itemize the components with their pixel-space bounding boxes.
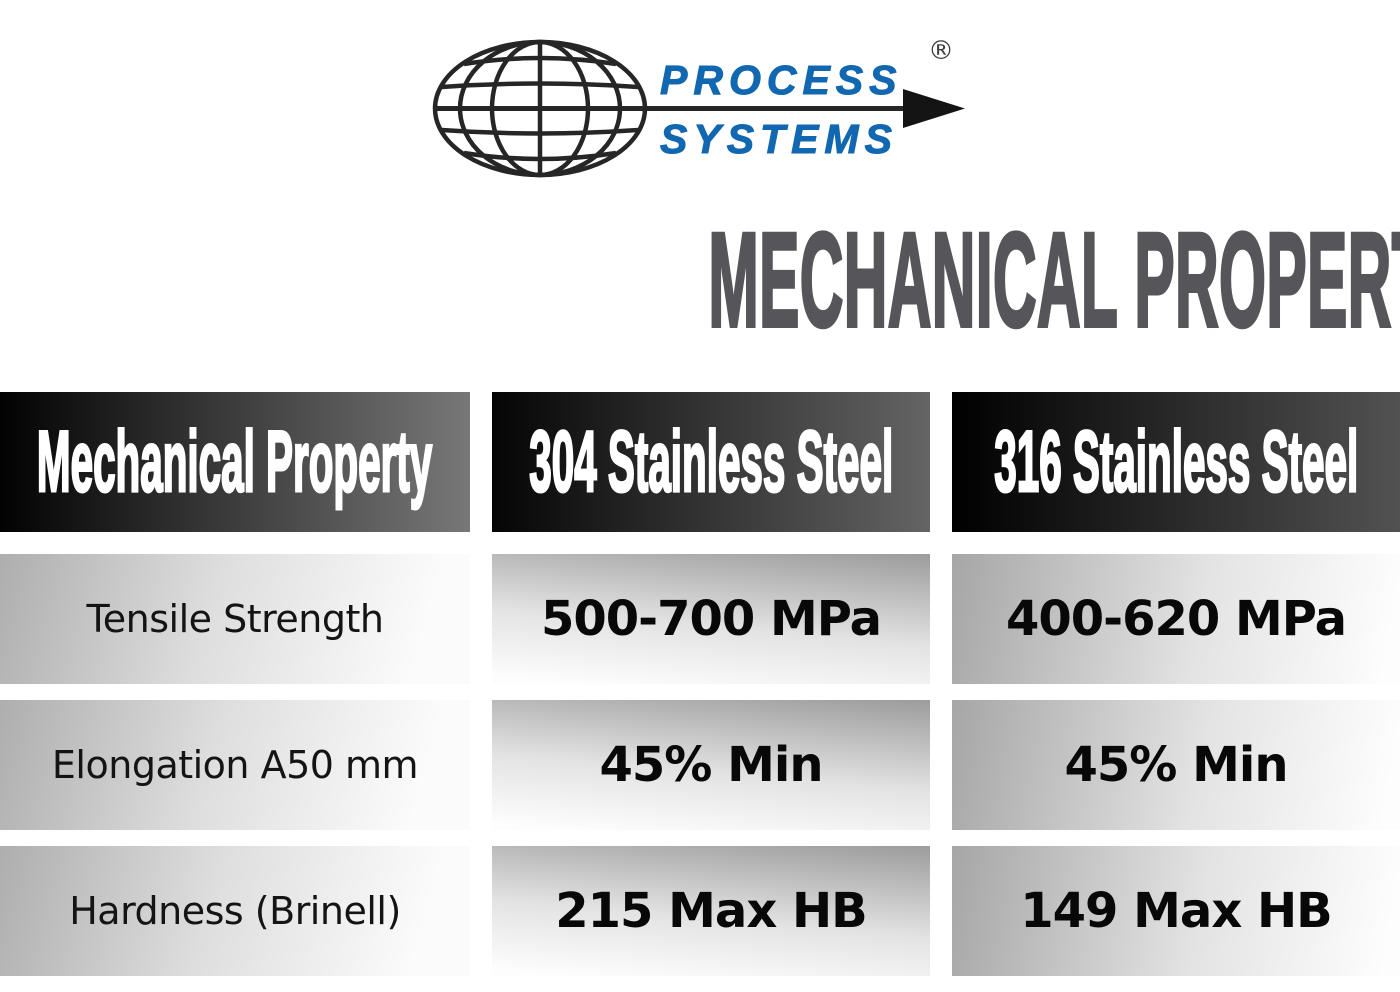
cell-property-name: Hardness (Brinell): [0, 846, 470, 976]
cell-304-value: 500-700 MPa: [492, 554, 930, 684]
property-label: Elongation A50 mm: [51, 743, 419, 787]
value-316: 149 Max HB: [1020, 883, 1332, 939]
cell-property-name: Elongation A50 mm: [0, 700, 470, 830]
header-cell-mechanical-property: Mechanical Property: [0, 392, 470, 532]
cell-316-value: 149 Max HB: [952, 846, 1400, 976]
cell-304-value: 45% Min: [492, 700, 930, 830]
brand-wordmark-systems: SYSTEMS: [660, 116, 898, 162]
brand-wordmark-process: PROCESS: [660, 57, 903, 103]
registered-trademark-symbol: ®: [928, 36, 954, 66]
property-label: Tensile Strength: [86, 597, 384, 641]
table-row-elongation: Elongation A50 mm 45% Min 45% Min: [0, 700, 1400, 830]
globe-arrow-icon: [432, 39, 965, 178]
table-row-hardness: Hardness (Brinell) 215 Max HB 149 Max HB: [0, 846, 1400, 976]
cell-316-value: 45% Min: [952, 700, 1400, 830]
cell-316-value: 400-620 MPa: [952, 554, 1400, 684]
header-cell-304-stainless-steel: 304 Stainless Steel: [492, 392, 930, 532]
property-label: Hardness (Brinell): [69, 889, 401, 933]
value-316: 45% Min: [1064, 737, 1289, 793]
brand-logo: PROCESS SYSTEMS ®: [0, 0, 1400, 205]
value-304: 500-700 MPa: [540, 591, 882, 647]
properties-table: Mechanical Property 304 Stainless Steel …: [0, 392, 1400, 992]
cell-property-name: Tensile Strength: [0, 554, 470, 684]
page-title: MECHANICAL PROPERTIES OF 304/316: [708, 206, 1400, 355]
value-316: 400-620 MPa: [1005, 591, 1347, 647]
table-row-tensile-strength: Tensile Strength 500-700 MPa 400-620 MPa: [0, 554, 1400, 684]
header-label-mechanical-property: Mechanical Property: [37, 414, 434, 510]
cell-304-value: 215 Max HB: [492, 846, 930, 976]
page-title-wrap: MECHANICAL PROPERTIES OF 304/316: [0, 206, 1400, 355]
header-cell-316-stainless-steel: 316 Stainless Steel: [952, 392, 1400, 532]
table-header-row: Mechanical Property 304 Stainless Steel …: [0, 392, 1400, 532]
value-304: 215 Max HB: [555, 883, 867, 939]
value-304: 45% Min: [599, 737, 824, 793]
header-label-304-stainless-steel: 304 Stainless Steel: [528, 414, 894, 510]
header-label-316-stainless-steel: 316 Stainless Steel: [993, 414, 1359, 510]
